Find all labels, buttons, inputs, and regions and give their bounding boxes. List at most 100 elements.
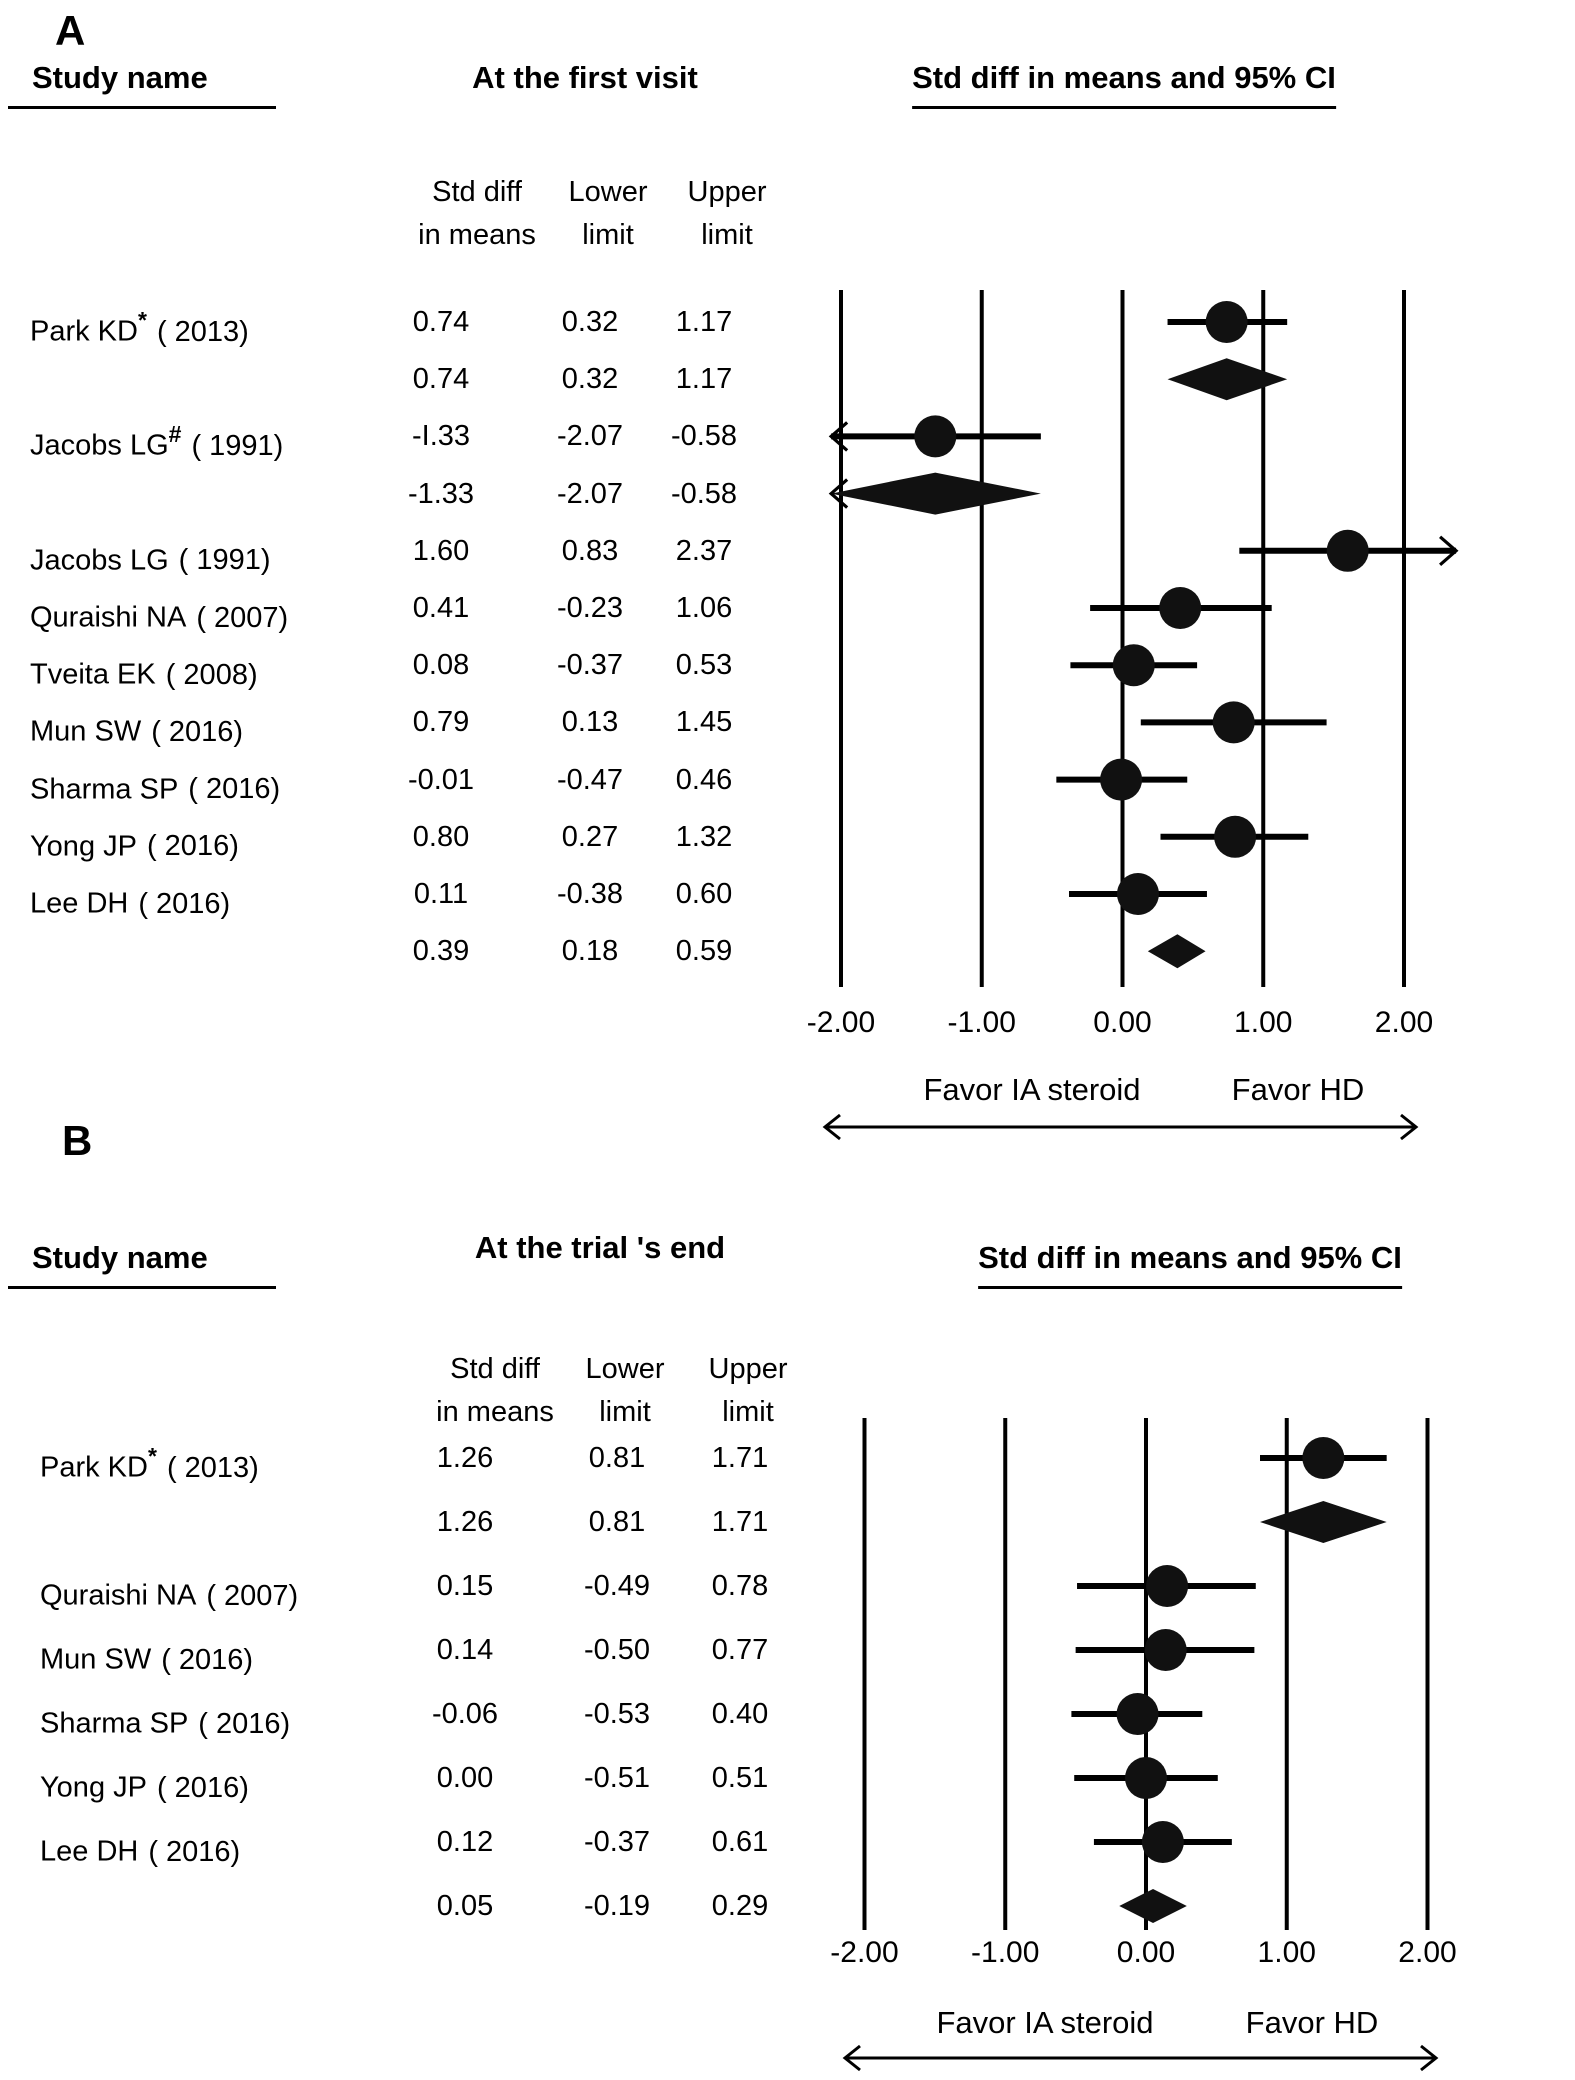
study-year: ( 2016) xyxy=(188,773,281,806)
upper-limit-value: 0.61 xyxy=(711,1826,769,1858)
ci-title-b: Std diff in means and 95% CI xyxy=(978,1238,1402,1289)
upper-limit-value: 1.45 xyxy=(675,706,733,739)
axis-tick-label: 0.00 xyxy=(1093,1006,1151,1039)
study-name: Yong JP ( 2016) xyxy=(30,815,239,869)
study-year: ( 2007) xyxy=(206,1579,299,1612)
point-estimate-marker xyxy=(1326,529,1369,572)
point-estimate-marker xyxy=(1125,1757,1167,1799)
column-header-lower-limit-a: limit xyxy=(582,219,634,251)
axis-direction-arrowhead xyxy=(1420,2044,1439,2072)
study-name: Sharma SP ( 2016) xyxy=(30,758,280,812)
study-author: Lee DH xyxy=(30,887,129,920)
std-diff-value: -1.33 xyxy=(407,477,475,510)
favor-left-label: Favor IA steroid xyxy=(936,2005,1153,2040)
upper-limit-value: 1.17 xyxy=(675,306,733,338)
std-diff-value: 1.60 xyxy=(412,534,470,567)
column-header-lower-b: Lower xyxy=(585,1353,665,1385)
study-year: ( 2008) xyxy=(165,658,258,691)
lower-limit-value: 0.18 xyxy=(561,935,619,968)
study-year: ( 2016) xyxy=(156,1771,249,1804)
summary-diamond xyxy=(1167,358,1288,401)
ci-overflow-arrow xyxy=(828,421,849,452)
ci-title-a: Std diff in means and 95% CI xyxy=(912,58,1336,109)
upper-limit-value: 0.29 xyxy=(711,1890,769,1922)
lower-limit-value: 0.32 xyxy=(561,306,619,338)
axis-direction-arrowhead xyxy=(1400,1113,1419,1141)
study-year: ( 1991) xyxy=(178,544,271,577)
study-author: Sharma SP xyxy=(30,773,179,806)
point-estimate-marker xyxy=(1159,587,1202,629)
upper-limit-value: 0.46 xyxy=(675,763,733,796)
point-estimate-marker xyxy=(1146,1565,1189,1607)
summary-diamond xyxy=(831,472,1041,515)
upper-limit-value: 0.51 xyxy=(711,1762,769,1794)
panel-b-label: B xyxy=(62,1117,93,1164)
std-diff-value: 0.05 xyxy=(436,1890,494,1922)
column-header-upper-a: Upper xyxy=(687,176,767,208)
point-estimate-marker xyxy=(914,415,957,458)
upper-limit-value: 0.59 xyxy=(675,935,733,968)
lower-limit-value: 0.27 xyxy=(561,820,619,853)
column-header-std-diff-a: Std diff xyxy=(432,176,522,208)
study-year: ( 2013) xyxy=(166,1451,259,1484)
std-diff-value: -0.06 xyxy=(431,1698,499,1730)
study-year: ( 2016) xyxy=(198,1707,291,1740)
study-author: Jacobs LG xyxy=(30,430,169,463)
column-header-upper-b: Upper xyxy=(708,1353,788,1385)
study-author: Quraishi NA xyxy=(40,1579,197,1612)
study-superscript: # xyxy=(168,421,182,448)
trial-end-title-b: At the trial 's end xyxy=(474,1230,726,1265)
point-estimate-marker xyxy=(1212,701,1255,744)
axis-tick-label: 0.00 xyxy=(1117,1936,1175,1969)
std-diff-value: 0.39 xyxy=(412,935,470,968)
lower-limit-value: -0.53 xyxy=(583,1698,651,1730)
upper-limit-value: -0.58 xyxy=(670,420,738,453)
std-diff-value: 0.80 xyxy=(412,820,470,853)
study-name: Park KD* ( 2013) xyxy=(30,300,249,354)
upper-limit-value: 0.78 xyxy=(711,1570,769,1602)
std-diff-value: 0.41 xyxy=(412,592,470,624)
lower-limit-value: -0.19 xyxy=(583,1890,651,1922)
favor-right-label: Favor HD xyxy=(1232,1072,1365,1107)
upper-limit-value: 2.37 xyxy=(675,534,733,567)
study-name: Quraishi NA ( 2007) xyxy=(40,1564,298,1618)
point-estimate-marker xyxy=(1116,1693,1159,1735)
axis-direction-arrowhead xyxy=(842,2044,861,2072)
study-name: Quraishi NA ( 2007) xyxy=(30,586,288,640)
point-estimate-marker xyxy=(1214,815,1257,858)
study-name: Tveita EK ( 2008) xyxy=(30,643,258,697)
study-year: ( 2016) xyxy=(161,1643,254,1676)
point-estimate-marker xyxy=(1141,1821,1184,1863)
study-name: Lee DH ( 2016) xyxy=(40,1820,240,1874)
lower-limit-value: -0.50 xyxy=(583,1634,651,1666)
column-header-lower-a: Lower xyxy=(568,176,648,208)
upper-limit-value: -0.58 xyxy=(670,477,738,510)
lower-limit-value: -0.37 xyxy=(556,649,624,682)
study-year: ( 2016) xyxy=(151,716,244,749)
study-author: Sharma SP xyxy=(40,1707,189,1740)
std-diff-value: -0.01 xyxy=(407,763,475,796)
study-author: Tveita EK xyxy=(30,658,156,691)
column-header-upper-limit-b: limit xyxy=(722,1396,774,1428)
axis-tick-label: -2.00 xyxy=(830,1936,898,1969)
std-diff-value: 0.74 xyxy=(412,363,470,396)
lower-limit-value: -0.37 xyxy=(583,1826,651,1858)
lower-limit-value: -0.51 xyxy=(583,1762,651,1794)
study-author: Quraishi NA xyxy=(30,601,187,634)
study-year: ( 1991) xyxy=(191,430,284,463)
axis-tick-label: -1.00 xyxy=(948,1006,1016,1039)
study-name-header-b: Study name xyxy=(8,1238,276,1289)
axis-tick-label: 1.00 xyxy=(1258,1936,1316,1969)
upper-limit-value: 0.40 xyxy=(711,1698,769,1730)
upper-limit-value: 1.71 xyxy=(711,1442,769,1474)
axis-tick-label: -2.00 xyxy=(807,1006,875,1039)
favor-right-label: Favor HD xyxy=(1246,2005,1379,2040)
point-estimate-marker xyxy=(1116,873,1159,915)
study-year: ( 2007) xyxy=(196,601,289,634)
study-year: ( 2013) xyxy=(156,315,249,348)
forest-plot-a: -2.00 -1.00 0.00 1.00 2.00 Favor IA steroid Fa… xyxy=(807,290,1459,1141)
column-header-upper-limit-a: limit xyxy=(701,219,753,251)
study-author: Park KD xyxy=(30,315,138,348)
point-estimate-marker xyxy=(1144,1629,1187,1671)
